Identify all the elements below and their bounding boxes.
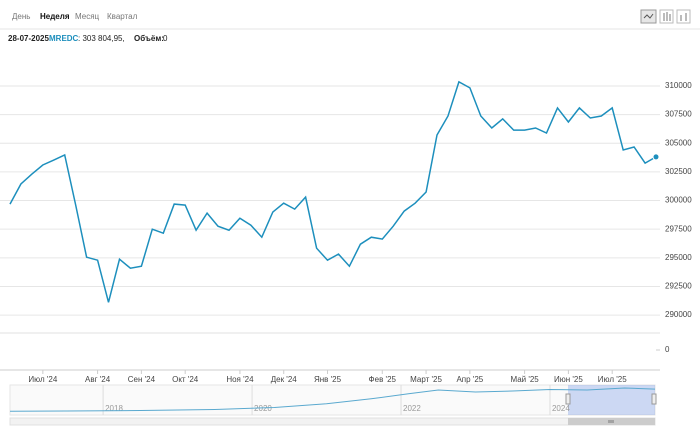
info-date: 28-07-2025 bbox=[8, 34, 49, 43]
tab[interactable]: Неделя bbox=[40, 12, 70, 21]
x-tick-label: Июл '25 bbox=[598, 375, 627, 384]
x-tick-label: Окт '24 bbox=[172, 375, 199, 384]
y-tick-label: 310000 bbox=[665, 81, 692, 90]
x-tick-label: Ноя '24 bbox=[226, 375, 254, 384]
tab[interactable]: Месяц bbox=[75, 12, 100, 21]
navigator-handle[interactable] bbox=[565, 393, 571, 405]
x-tick-label: Янв '25 bbox=[314, 375, 342, 384]
navigator-tick-label: 2020 bbox=[254, 404, 272, 413]
info-quote: : 303 804,95, bbox=[78, 34, 125, 43]
navigator-line bbox=[9, 387, 656, 412]
price-line bbox=[9, 80, 657, 303]
y-tick-label: 290000 bbox=[665, 310, 692, 319]
navigator-tick-label: 2022 bbox=[403, 404, 421, 413]
tabs: День Неделя Месяц Квартал bbox=[12, 12, 138, 21]
info-volume-label: Объём: bbox=[134, 34, 164, 43]
y-tick-label: 305000 bbox=[665, 138, 692, 147]
scrollbar[interactable] bbox=[9, 417, 656, 426]
x-tick-label: Июл '24 bbox=[28, 375, 57, 384]
navigator-handle[interactable] bbox=[651, 393, 657, 405]
y-tick-label: 300000 bbox=[665, 196, 692, 205]
x-tick-label: Авг '24 bbox=[85, 375, 111, 384]
navigator-tick-label: 2018 bbox=[105, 404, 123, 413]
tab[interactable]: День bbox=[12, 12, 30, 21]
navigator-tick-label: 2024 bbox=[552, 404, 570, 413]
x-tick-label: Дек '24 bbox=[271, 375, 298, 384]
volume-tick-label: 0 bbox=[665, 345, 670, 354]
y-tick-label: 307500 bbox=[665, 110, 692, 119]
last-point[interactable] bbox=[652, 153, 660, 161]
y-tick-label: 297500 bbox=[665, 224, 692, 233]
x-tick-label: Март '25 bbox=[410, 375, 442, 384]
x-tick-label: Фев '25 bbox=[369, 375, 397, 384]
toolbar-icons bbox=[640, 9, 691, 24]
x-tick-label: Июн '25 bbox=[554, 375, 583, 384]
info-ticker: MREDC bbox=[49, 34, 79, 43]
scrollbar-grip bbox=[608, 420, 614, 423]
x-tick-label: Сен '24 bbox=[128, 375, 156, 384]
y-tick-label: 292500 bbox=[665, 282, 692, 291]
y-tick-label: 302500 bbox=[665, 167, 692, 176]
x-tick-label: Апр '25 bbox=[456, 375, 483, 384]
x-tick-label: Май '25 bbox=[510, 375, 539, 384]
y-tick-label: 295000 bbox=[665, 253, 692, 262]
tab[interactable]: Квартал bbox=[107, 12, 138, 21]
icon-candles[interactable] bbox=[676, 9, 691, 24]
info-volume: 0 bbox=[163, 34, 168, 43]
